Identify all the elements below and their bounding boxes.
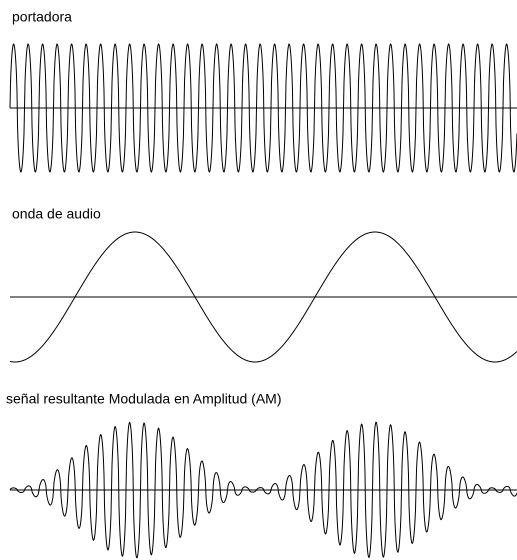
panel-label: señal resultante Modulada en Amplitud (A… — [6, 391, 281, 407]
audio-wave — [9, 231, 517, 363]
am-wave — [9, 421, 517, 559]
carrier-wave — [9, 43, 517, 173]
panel-label: portadora — [12, 9, 72, 25]
panel-label: onda de audio — [12, 206, 101, 222]
